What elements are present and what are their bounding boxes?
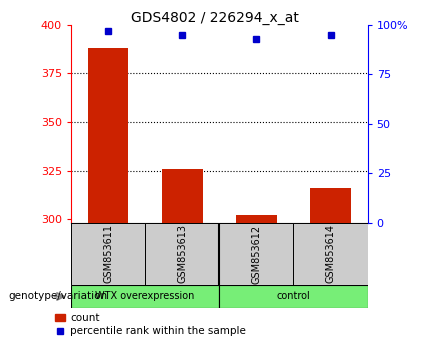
Bar (145, 223, 219, 285)
Bar (293, 223, 368, 285)
Text: genotype/variation: genotype/variation (9, 291, 108, 302)
Legend: count, percentile rank within the sample: count, percentile rank within the sample (55, 313, 246, 336)
Text: WTX overexpression: WTX overexpression (95, 291, 195, 302)
Bar (162, 169, 203, 223)
Bar (88, 48, 129, 223)
Text: GDS4802 / 226294_x_at: GDS4802 / 226294_x_at (131, 11, 299, 25)
Bar (71, 285, 219, 308)
Bar (219, 285, 368, 308)
Bar (310, 188, 351, 223)
Text: GSM853613: GSM853613 (177, 224, 187, 284)
Text: GSM853611: GSM853611 (103, 224, 113, 284)
Bar (71, 223, 145, 285)
Bar (219, 223, 293, 285)
Text: GSM853614: GSM853614 (326, 224, 335, 284)
Text: control: control (276, 291, 310, 302)
Text: GSM853612: GSM853612 (252, 224, 261, 284)
Bar (236, 215, 277, 223)
